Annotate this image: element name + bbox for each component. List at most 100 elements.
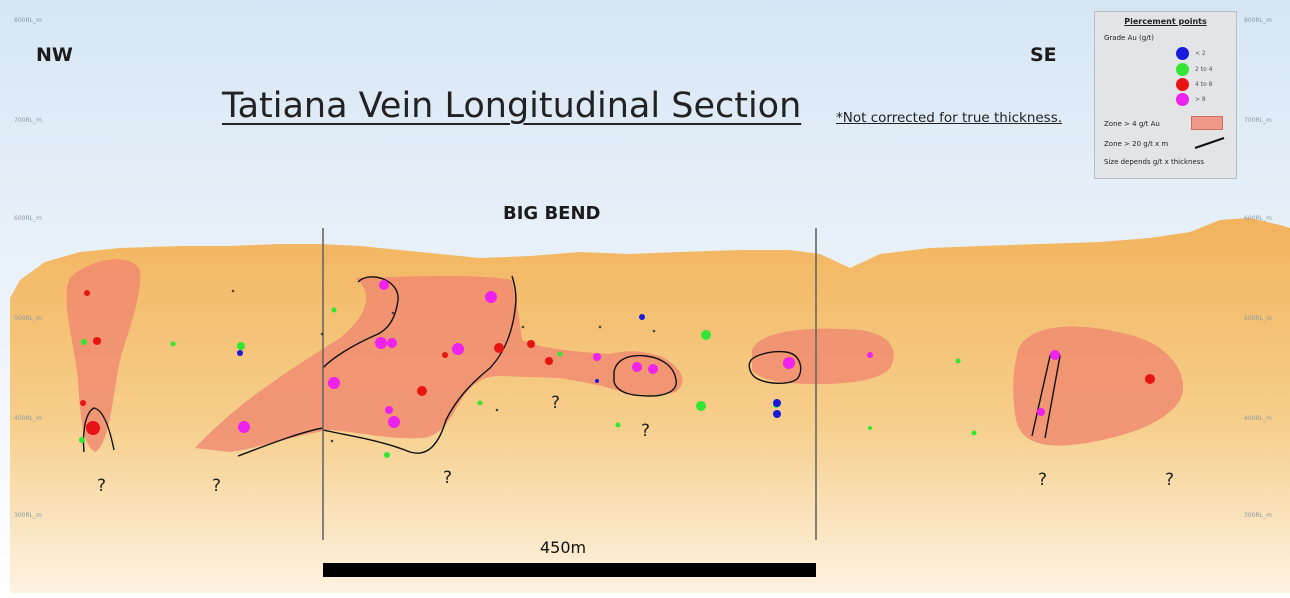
point-2to4 <box>615 422 621 428</box>
point-2to4 <box>81 339 87 345</box>
rl-label-right: 700RL_m <box>1244 117 1272 124</box>
unknown-marker: ? <box>212 476 222 496</box>
point-4to8 <box>442 352 448 358</box>
point-gt8 <box>379 280 389 290</box>
rl-label-left: 300RL_m <box>14 512 42 519</box>
point-2to4 <box>170 341 176 347</box>
rl-label-left: 400RL_m <box>14 415 42 422</box>
point-4to8 <box>417 386 427 396</box>
point-trace <box>391 311 395 315</box>
point-trace <box>320 332 324 336</box>
outline-nw <box>82 407 115 453</box>
point-gt8 <box>452 343 464 355</box>
point-gt8 <box>783 357 795 369</box>
point-4to8 <box>86 421 100 435</box>
zone-central <box>752 328 894 384</box>
point-lt2 <box>773 410 781 418</box>
rl-label-left: 500RL_m <box>14 315 42 322</box>
unknown-marker: ? <box>641 421 651 441</box>
point-gt8 <box>387 338 397 348</box>
rl-label-right: 300RL_m <box>1244 512 1272 519</box>
unknown-marker: ? <box>551 393 561 413</box>
point-lt2 <box>237 350 243 356</box>
point-trace <box>652 329 656 333</box>
legend-dot-gt8 <box>1176 93 1189 106</box>
outline-se-dyke-a <box>1031 355 1051 437</box>
unknown-marker: ? <box>97 476 107 496</box>
point-2to4 <box>557 351 563 357</box>
legend-dot-lt2 <box>1176 47 1189 60</box>
point-2to4 <box>971 430 977 436</box>
outline-big-bend <box>237 275 517 457</box>
outline-big-bend-inner <box>322 276 399 369</box>
point-2to4 <box>237 342 245 350</box>
point-4to8 <box>80 400 86 406</box>
legend-zone-line-label: Zone > 20 g/t x m <box>1104 140 1169 148</box>
rl-label-left: 800RL_m <box>14 17 42 24</box>
zone-big-bend-west <box>195 276 683 452</box>
legend-size-note: Size depends g/t x thickness <box>1104 158 1205 166</box>
rl-label-left: 600RL_m <box>14 215 42 222</box>
point-4to8 <box>494 343 504 353</box>
point-4to8 <box>545 357 553 365</box>
point-2to4 <box>477 400 483 406</box>
legend-item-label: > 8 <box>1195 96 1206 103</box>
point-trace <box>598 325 602 329</box>
rl-label-right: 800RL_m <box>1244 17 1272 24</box>
big-bend-label: BIG BEND <box>503 203 601 224</box>
point-gt8 <box>1037 408 1045 416</box>
point-4to8 <box>93 337 101 345</box>
point-trace <box>330 439 334 443</box>
point-2to4 <box>384 452 390 458</box>
point-trace <box>231 289 235 293</box>
point-gt8 <box>238 421 250 433</box>
page-title: Tatiana Vein Longitudinal Section <box>222 86 802 126</box>
scale-bar <box>323 563 816 577</box>
direction-nw: NW <box>36 44 73 66</box>
legend-zone-swatch <box>1191 116 1223 130</box>
point-gt8 <box>648 364 658 374</box>
point-2to4 <box>955 358 961 364</box>
scale-label: 450m <box>540 538 587 557</box>
rl-label-right: 400RL_m <box>1244 415 1272 422</box>
legend-item-label: 4 to 8 <box>1195 81 1213 88</box>
point-2to4 <box>868 426 872 430</box>
rl-label-right: 600RL_m <box>1244 215 1272 222</box>
point-gt8 <box>485 291 497 303</box>
unknown-marker: ? <box>1038 470 1048 490</box>
point-2to4 <box>696 401 706 411</box>
high-grade-outlines <box>82 275 1061 457</box>
legend-dot-2to4 <box>1176 63 1189 76</box>
point-gt8 <box>385 406 393 414</box>
point-4to8 <box>1145 374 1155 384</box>
point-gt8 <box>375 337 387 349</box>
point-gt8 <box>867 352 873 358</box>
outline-se-dyke-b <box>1044 355 1061 439</box>
legend-grade-label: Grade Au (g/t) <box>1104 34 1155 42</box>
rl-label-right: 500RL_m <box>1244 315 1272 322</box>
direction-se: SE <box>1030 44 1057 66</box>
outline-pod-1 <box>613 354 677 397</box>
point-lt2 <box>639 314 645 320</box>
legend-item-label: < 2 <box>1195 50 1206 57</box>
point-trace <box>521 325 525 329</box>
unknown-marker: ? <box>1165 470 1175 490</box>
ground-surface <box>10 218 1290 593</box>
legend-item-label: 2 to 4 <box>1195 66 1213 73</box>
point-gt8 <box>593 353 601 361</box>
point-gt8 <box>388 416 400 428</box>
thickness-note: *Not corrected for true thickness. <box>836 110 1063 126</box>
point-2to4 <box>79 437 85 443</box>
point-4to8 <box>527 340 535 348</box>
point-4to8 <box>84 290 90 296</box>
legend: Piercement points Grade Au (g/t) < 2 2 t… <box>1094 11 1237 179</box>
point-gt8 <box>1050 350 1060 360</box>
legend-dot-4to8 <box>1176 78 1189 91</box>
point-trace <box>495 408 499 412</box>
unknown-marker: ? <box>443 468 453 488</box>
rl-label-left: 700RL_m <box>14 117 42 124</box>
piercement-points <box>79 280 1155 458</box>
outline-pod-2 <box>748 350 802 384</box>
